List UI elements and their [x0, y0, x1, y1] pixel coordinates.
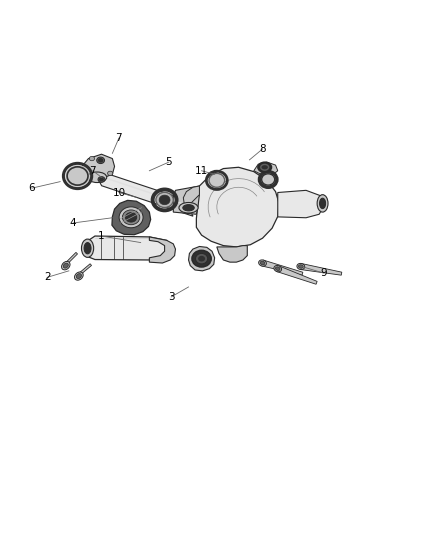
Ellipse shape	[156, 192, 173, 207]
Ellipse shape	[198, 256, 205, 262]
Ellipse shape	[97, 157, 105, 164]
Ellipse shape	[192, 251, 211, 267]
Polygon shape	[254, 162, 278, 175]
Ellipse shape	[98, 176, 105, 182]
Polygon shape	[78, 264, 92, 276]
Text: 3: 3	[168, 292, 174, 302]
Text: 2: 2	[44, 272, 50, 282]
Ellipse shape	[74, 272, 83, 280]
Ellipse shape	[159, 195, 170, 205]
Polygon shape	[86, 236, 169, 260]
Text: 9: 9	[320, 268, 327, 278]
Ellipse shape	[209, 173, 225, 187]
Ellipse shape	[119, 207, 143, 228]
Polygon shape	[64, 253, 78, 265]
Ellipse shape	[320, 198, 325, 208]
Polygon shape	[82, 154, 115, 179]
Polygon shape	[300, 263, 342, 275]
Text: 4: 4	[70, 218, 77, 228]
Ellipse shape	[274, 265, 282, 272]
Ellipse shape	[260, 261, 265, 265]
Polygon shape	[184, 186, 199, 206]
Ellipse shape	[276, 267, 280, 271]
Ellipse shape	[62, 261, 70, 270]
Polygon shape	[112, 200, 151, 235]
Ellipse shape	[99, 158, 103, 162]
Polygon shape	[278, 193, 315, 212]
Polygon shape	[188, 246, 215, 271]
Ellipse shape	[259, 260, 266, 266]
Ellipse shape	[76, 273, 81, 279]
Polygon shape	[217, 246, 247, 262]
Text: 7: 7	[89, 166, 96, 176]
Ellipse shape	[195, 254, 208, 264]
Ellipse shape	[89, 156, 95, 161]
Ellipse shape	[84, 243, 91, 254]
Text: 11: 11	[195, 166, 208, 176]
Ellipse shape	[317, 195, 328, 212]
Ellipse shape	[298, 265, 303, 268]
Polygon shape	[277, 266, 317, 284]
Polygon shape	[196, 167, 279, 247]
Text: 1: 1	[98, 231, 105, 241]
Ellipse shape	[65, 165, 90, 187]
Ellipse shape	[81, 239, 94, 257]
Ellipse shape	[88, 172, 107, 182]
Ellipse shape	[183, 205, 194, 211]
Ellipse shape	[122, 210, 140, 225]
Polygon shape	[262, 260, 303, 275]
Polygon shape	[278, 190, 323, 218]
Polygon shape	[173, 186, 199, 214]
Ellipse shape	[261, 174, 275, 185]
Ellipse shape	[125, 213, 137, 222]
Text: 5: 5	[166, 157, 172, 167]
Ellipse shape	[108, 171, 113, 175]
Text: 10: 10	[112, 188, 125, 198]
Ellipse shape	[179, 203, 198, 213]
Ellipse shape	[99, 178, 103, 181]
Ellipse shape	[297, 263, 305, 270]
Polygon shape	[149, 237, 176, 263]
Text: 6: 6	[28, 183, 35, 193]
Ellipse shape	[63, 263, 68, 268]
Text: 7: 7	[116, 133, 122, 143]
Text: 8: 8	[259, 144, 266, 154]
Ellipse shape	[258, 163, 271, 172]
Polygon shape	[93, 169, 193, 216]
